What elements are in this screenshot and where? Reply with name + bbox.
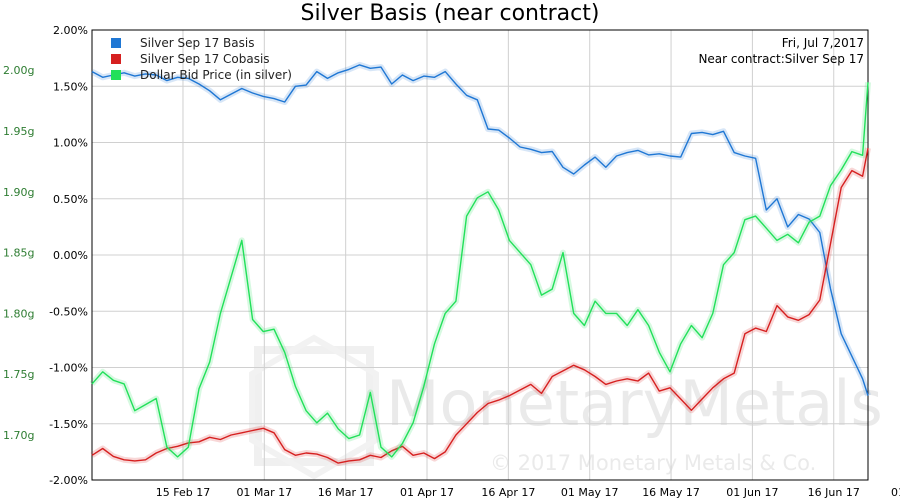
right-tick-label: 1.50%: [53, 80, 88, 93]
right-tick-label: -0.50%: [49, 305, 88, 318]
date-label: Fri, Jul 7,2017: [782, 36, 864, 50]
series-line-0: [91, 64, 869, 396]
x-tick-label: 15 Feb 17: [156, 486, 210, 499]
right-tick-label: 0.00%: [53, 249, 88, 262]
right-tick-label: -1.50%: [49, 418, 88, 431]
watermark-copyright: © 2017 Monetary Metals & Co.: [490, 451, 816, 475]
legend-swatch-bid: [111, 70, 121, 80]
right-tick-label: 2.00%: [53, 24, 88, 37]
right-tick-label: 1.00%: [53, 137, 88, 150]
left-tick-label: 1.80g: [3, 307, 34, 320]
series-line-2: [91, 82, 869, 458]
series-glow-0: [90, 61, 871, 397]
plot-frame: [91, 29, 869, 481]
x-tick-label: 01 Mar 17: [236, 486, 292, 499]
legend-label-bid: Dollar Bid Price (in silver): [140, 68, 292, 82]
x-tick-label: 01 May 17: [561, 486, 619, 499]
x-tick-label: 01 Apr 17: [400, 486, 454, 499]
legend: Silver Sep 17 Basis Silver Sep 17 Cobasi…: [111, 36, 292, 82]
legend-swatch-basis: [111, 38, 121, 48]
watermark-logo-hex: [249, 334, 379, 480]
x-tick-label: 16 Apr 17: [481, 486, 535, 499]
x-tick-label: 16 May 17: [642, 486, 700, 499]
left-tick-label: 1.90g: [3, 186, 34, 199]
left-axis-ticks: 2.00g 1.95g 1.90g 1.85g 1.80g 1.75g 1.70g: [3, 64, 34, 442]
left-tick-label: 2.00g: [3, 64, 34, 77]
legend-swatch-cobasis: [111, 54, 121, 64]
x-tick-label: 16 Jun 17: [808, 486, 860, 499]
series-line-1: [91, 147, 869, 464]
series-layer: [89, 61, 871, 467]
right-tick-label: -1.00%: [49, 362, 88, 375]
watermark-brand: MonetaryMetals: [386, 367, 883, 440]
watermark-logo-box: [254, 346, 374, 466]
left-tick-label: 1.70g: [3, 429, 34, 442]
x-tick-label: 16 Mar 17: [318, 486, 374, 499]
x-tick-label: 01 Jul 17: [891, 486, 900, 499]
watermark: MonetaryMetals © 2017 Monetary Metals & …: [249, 334, 883, 480]
right-tick-label: 0.50%: [53, 193, 88, 206]
legend-label-cobasis: Silver Sep 17 Cobasis: [140, 52, 270, 66]
right-axis-ticks: 2.00% 1.50% 1.00% 0.50% 0.00% -0.50% -1.00% -1.…: [49, 24, 88, 487]
left-tick-label: 1.85g: [3, 247, 34, 260]
left-tick-label: 1.75g: [3, 368, 34, 381]
x-axis-ticks: 15 Feb 17 01 Mar 17 16 Mar 17 01 Apr 17 16 A…: [156, 486, 900, 499]
contract-label: Near contract:Silver Sep 17: [698, 52, 864, 66]
left-tick-label: 1.95g: [3, 125, 34, 138]
chart-title: Silver Basis (near contract): [301, 1, 600, 26]
x-tick-label: 01 Jun 17: [726, 486, 778, 499]
legend-label-basis: Silver Sep 17 Basis: [140, 36, 254, 50]
right-tick-label: -2.00%: [49, 474, 88, 487]
